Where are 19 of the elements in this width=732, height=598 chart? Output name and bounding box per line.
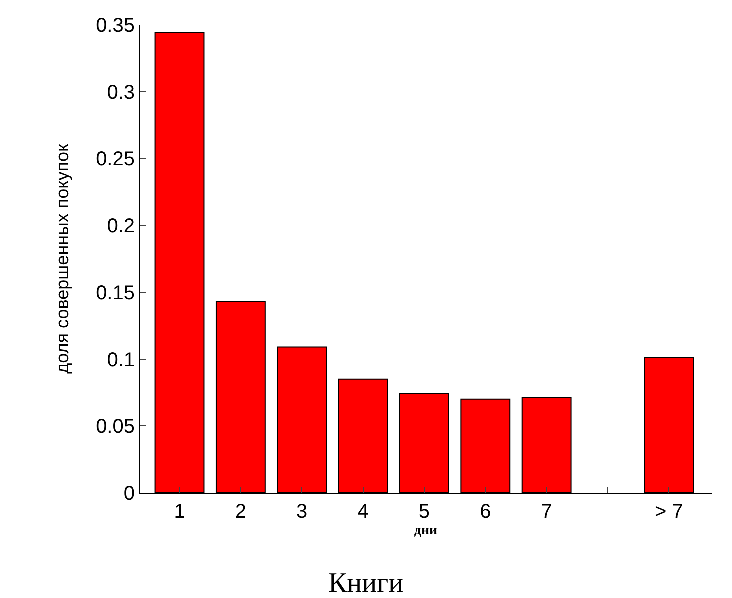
x-tick-label: 7 [541,501,552,523]
x-axis-title: дни [414,523,438,538]
text: Книги [328,568,404,598]
y-tick-label: 0.2 [107,216,135,238]
y-tick-label: 0.35 [96,15,135,37]
x-tick-label: 6 [480,501,492,523]
y-tick-label: 0.1 [107,349,135,372]
x-tick-label: > 7 [655,501,684,523]
x-tick-label: 1 [174,501,186,523]
y-tick-label: 0.25 [96,148,135,171]
y-axis-title: доля совершенных покупок [52,144,72,374]
y-tick-label: 0.15 [96,282,135,304]
x-tick-label: 4 [358,501,369,523]
x-tick-label: 5 [418,501,430,523]
y-tick-label: 0 [124,483,135,505]
y-tick-label: 0.3 [107,82,135,104]
x-tick-label: 3 [296,501,308,523]
y-tick-label: 0.05 [96,416,135,438]
x-tick-label: 2 [235,501,247,523]
